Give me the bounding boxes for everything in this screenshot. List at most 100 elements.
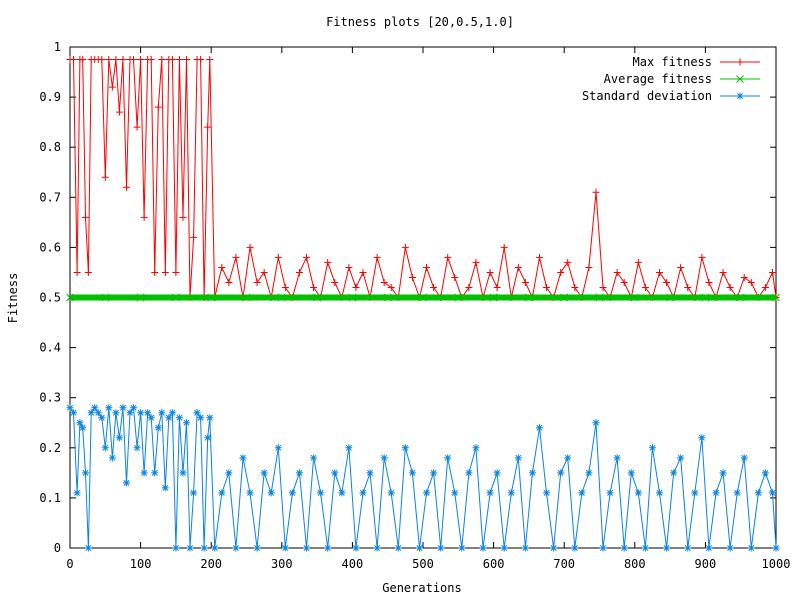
series-point bbox=[122, 479, 130, 487]
series-point bbox=[613, 454, 621, 462]
series-point bbox=[147, 414, 155, 422]
y-tick-label: 0.4 bbox=[39, 341, 61, 355]
series-point bbox=[91, 404, 99, 412]
series-point bbox=[380, 454, 388, 462]
series-point bbox=[726, 283, 734, 291]
series-point bbox=[197, 56, 205, 64]
x-tick-label: 600 bbox=[483, 557, 505, 571]
series-point bbox=[193, 409, 201, 417]
series-point bbox=[260, 268, 268, 276]
series-point bbox=[126, 409, 134, 417]
series-point bbox=[571, 283, 579, 291]
series-point bbox=[613, 268, 621, 276]
series-point bbox=[175, 414, 183, 422]
y-tick-label: 0.1 bbox=[39, 491, 61, 505]
series-point bbox=[211, 544, 219, 552]
series-point bbox=[772, 293, 780, 302]
series-point bbox=[627, 469, 635, 477]
series-point bbox=[115, 108, 123, 116]
series-point bbox=[401, 444, 409, 452]
series-point bbox=[101, 444, 109, 452]
series-point bbox=[288, 489, 296, 497]
series-point bbox=[641, 544, 649, 552]
series-point bbox=[172, 293, 180, 302]
series-point bbox=[535, 424, 543, 432]
series-point bbox=[352, 544, 360, 552]
series-point bbox=[387, 283, 395, 291]
series-point bbox=[331, 278, 339, 286]
series-point bbox=[543, 283, 551, 291]
series-point bbox=[324, 258, 332, 266]
series-point bbox=[761, 469, 769, 477]
series-point bbox=[204, 434, 212, 442]
series-point bbox=[465, 283, 473, 291]
series-point bbox=[768, 268, 776, 276]
series-point bbox=[560, 293, 569, 302]
series-point bbox=[670, 469, 678, 477]
series-point bbox=[451, 489, 459, 497]
x-tick-label: 500 bbox=[412, 557, 434, 571]
series-point bbox=[267, 489, 275, 497]
series-point bbox=[136, 293, 145, 302]
series-point bbox=[108, 83, 116, 91]
series-point bbox=[454, 293, 463, 302]
series-point bbox=[383, 293, 392, 302]
series-point bbox=[486, 489, 494, 497]
series-point bbox=[489, 293, 498, 302]
series-point bbox=[105, 404, 113, 412]
series-point bbox=[310, 283, 318, 291]
series-point bbox=[147, 56, 155, 64]
series-point bbox=[274, 253, 282, 261]
series-point bbox=[82, 213, 90, 221]
series-point bbox=[691, 489, 699, 497]
series-point bbox=[115, 434, 123, 442]
series-point bbox=[190, 489, 198, 497]
series-point bbox=[663, 278, 671, 286]
series-point bbox=[317, 489, 325, 497]
series-point bbox=[585, 469, 593, 477]
series-point bbox=[154, 103, 162, 111]
series-point bbox=[313, 293, 321, 302]
series-point bbox=[144, 409, 152, 417]
series-point bbox=[274, 444, 282, 452]
series-point bbox=[408, 469, 416, 477]
series-point bbox=[595, 293, 604, 302]
series-point bbox=[137, 56, 145, 64]
series-point bbox=[514, 454, 522, 462]
x-tick-label: 800 bbox=[624, 557, 646, 571]
series-point bbox=[507, 489, 515, 497]
series-point bbox=[206, 56, 214, 64]
series-point bbox=[119, 404, 127, 412]
series-point bbox=[472, 258, 480, 266]
series-point bbox=[206, 414, 214, 422]
series-point bbox=[666, 293, 674, 302]
series-point bbox=[684, 544, 692, 552]
series-point bbox=[225, 469, 233, 477]
series-point bbox=[528, 469, 536, 477]
series-point bbox=[557, 268, 565, 276]
series-point bbox=[726, 544, 734, 552]
series-point bbox=[137, 409, 145, 417]
series-point bbox=[419, 293, 427, 302]
series-point bbox=[84, 544, 92, 552]
series-point bbox=[207, 293, 216, 302]
series-point bbox=[698, 253, 706, 261]
series-point bbox=[281, 283, 289, 291]
series-point bbox=[423, 489, 431, 497]
series-point bbox=[225, 278, 233, 286]
series-point bbox=[303, 544, 311, 552]
series-point bbox=[70, 56, 78, 64]
series-point bbox=[606, 489, 614, 497]
series-point bbox=[130, 56, 138, 64]
series-point bbox=[140, 213, 148, 221]
series-point bbox=[197, 414, 205, 422]
series-point bbox=[705, 544, 713, 552]
x-tick-label: 300 bbox=[271, 557, 293, 571]
series-point bbox=[599, 283, 607, 291]
series-point bbox=[281, 544, 289, 552]
series-point bbox=[444, 253, 452, 261]
y-tick-label: 1 bbox=[54, 40, 61, 54]
legend-label: Max fitness bbox=[633, 55, 712, 69]
series-point bbox=[592, 419, 600, 427]
series-point bbox=[500, 243, 508, 251]
